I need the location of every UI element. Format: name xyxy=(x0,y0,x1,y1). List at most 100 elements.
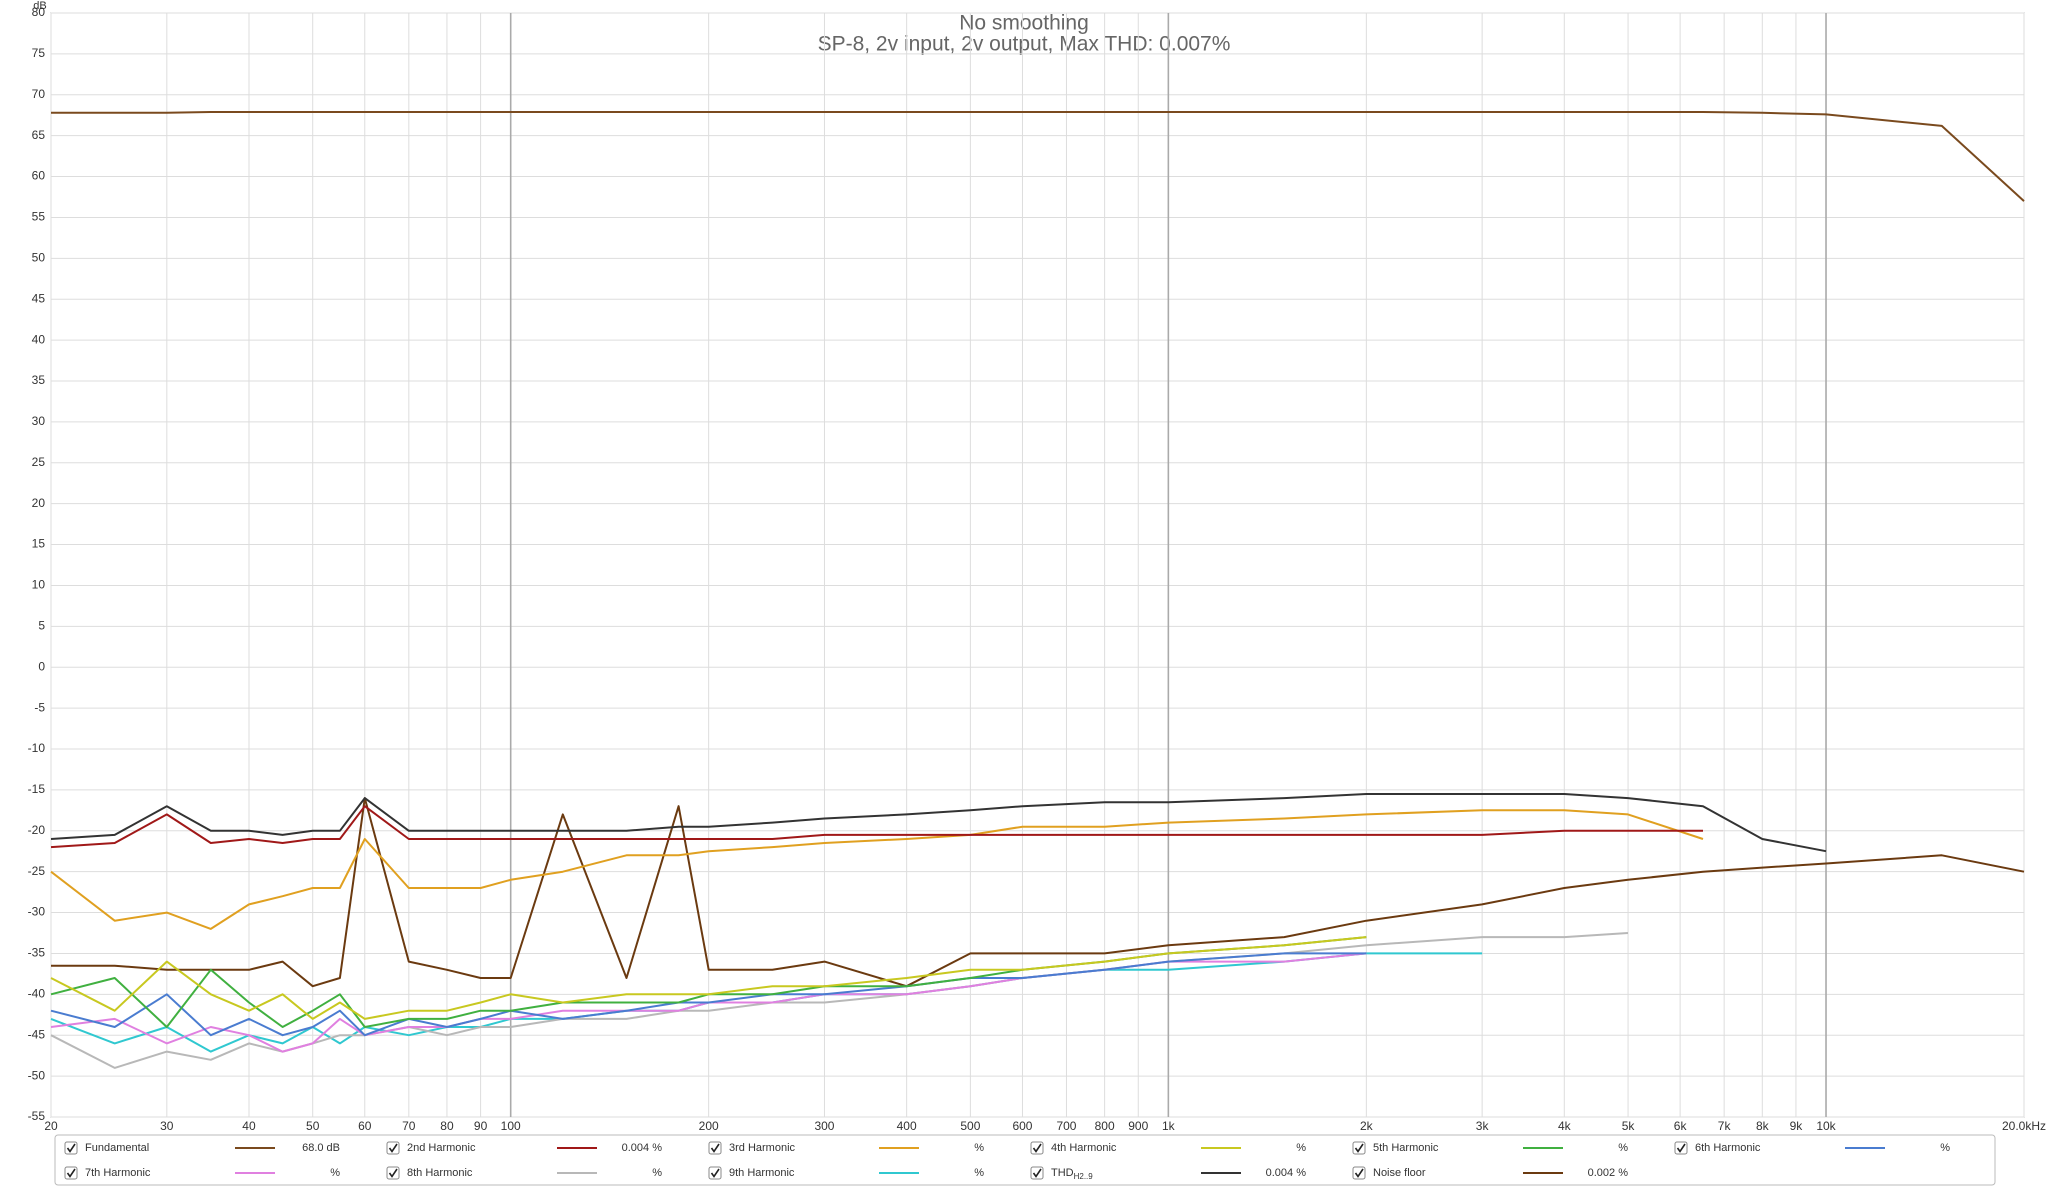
legend-value: % xyxy=(652,1167,662,1179)
x-tick-label: 90 xyxy=(474,1119,488,1133)
series-line xyxy=(51,111,2025,202)
checkmark xyxy=(1032,1168,1042,1178)
legend-checkbox[interactable] xyxy=(64,1141,78,1155)
x-tick-label: 3k xyxy=(1476,1119,1490,1133)
checkmark xyxy=(1676,1143,1686,1153)
legend-entry[interactable]: 7th Harmonic% xyxy=(64,1166,340,1180)
chart-title: No smoothing xyxy=(959,12,1089,35)
y-tick-label: -20 xyxy=(28,823,46,837)
y-tick-label: 65 xyxy=(32,128,46,142)
legend-value: 68.0 dB xyxy=(302,1142,340,1154)
x-tick-label: 200 xyxy=(699,1119,719,1133)
y-tick-label: 70 xyxy=(32,87,46,101)
legend-label: 5th Harmonic xyxy=(1373,1142,1439,1154)
y-tick-label: -40 xyxy=(28,987,46,1001)
checkmark xyxy=(388,1143,398,1153)
x-tick-label: 60 xyxy=(358,1119,372,1133)
y-tick-label: -25 xyxy=(28,864,46,878)
legend-label: 7th Harmonic xyxy=(85,1167,151,1179)
x-tick-label: 9k xyxy=(1790,1119,1804,1133)
legend-subscript: H2..9 xyxy=(1074,1172,1094,1181)
legend-checkbox[interactable] xyxy=(708,1141,722,1155)
legend-value: % xyxy=(1940,1142,1950,1154)
legend-label: 9th Harmonic xyxy=(729,1167,795,1179)
y-tick-label: 35 xyxy=(32,373,46,387)
x-tick-label: 5k xyxy=(1622,1119,1636,1133)
legend-checkbox[interactable] xyxy=(1674,1141,1688,1155)
legend-value: 0.004 % xyxy=(622,1142,663,1154)
x-tick-label: 100 xyxy=(501,1119,521,1133)
legend-checkbox[interactable] xyxy=(64,1166,78,1180)
y-tick-label: 5 xyxy=(38,619,45,633)
y-tick-label: 55 xyxy=(32,210,46,224)
legend-checkbox[interactable] xyxy=(1030,1141,1044,1155)
legend-checkbox[interactable] xyxy=(1352,1141,1366,1155)
series-line xyxy=(50,936,1367,1020)
legend-entry[interactable]: 5th Harmonic% xyxy=(1352,1141,1628,1155)
x-tick-label: 30 xyxy=(160,1119,174,1133)
x-tick-label: 70 xyxy=(402,1119,416,1133)
legend-label: 6th Harmonic xyxy=(1695,1142,1761,1154)
legend-value: % xyxy=(330,1167,340,1179)
x-tick-label: 4k xyxy=(1558,1119,1572,1133)
x-tick-label: 6k xyxy=(1674,1119,1688,1133)
checkmark xyxy=(710,1143,720,1153)
x-tick-label: 10k xyxy=(1816,1119,1836,1133)
legend-checkbox[interactable] xyxy=(1352,1166,1366,1180)
y-tick-label: -50 xyxy=(28,1068,46,1082)
legend-label: 3rd Harmonic xyxy=(729,1142,796,1154)
x-tick-label: 900 xyxy=(1128,1119,1148,1133)
series-line xyxy=(50,936,1367,1028)
x-tick-label: 80 xyxy=(440,1119,454,1133)
y-tick-label: 75 xyxy=(32,46,46,60)
x-tick-label: 50 xyxy=(306,1119,320,1133)
y-tick-label: 80 xyxy=(32,5,46,19)
series-line xyxy=(50,952,1367,1037)
y-tick-label: 45 xyxy=(32,291,46,305)
series-line xyxy=(50,793,1827,853)
x-tick-label: 20.0kHz xyxy=(2002,1119,2046,1133)
legend-entry[interactable]: 9th Harmonic% xyxy=(708,1166,984,1180)
y-tick-label: -15 xyxy=(28,782,46,796)
legend-entry[interactable]: 4th Harmonic% xyxy=(1030,1141,1306,1155)
legend-entry[interactable]: 6th Harmonic% xyxy=(1674,1141,1950,1155)
checkmark xyxy=(710,1168,720,1178)
legend-entry[interactable]: 2nd Harmonic 0.004 % xyxy=(386,1141,663,1155)
legend-entry[interactable]: Noise floor 0.002 % xyxy=(1352,1166,1628,1180)
checkmark xyxy=(66,1168,76,1178)
y-tick-label: -45 xyxy=(28,1027,46,1041)
x-tick-label: 1k xyxy=(1162,1119,1176,1133)
checkmark xyxy=(1032,1143,1042,1153)
legend-label: 2nd Harmonic xyxy=(407,1142,476,1154)
legend-checkbox[interactable] xyxy=(1030,1166,1044,1180)
legend-box xyxy=(54,1134,1996,1186)
legend-checkbox[interactable] xyxy=(386,1166,400,1180)
legend-label: 4th Harmonic xyxy=(1051,1142,1117,1154)
y-tick-label: 0 xyxy=(38,659,45,673)
legend-value: % xyxy=(974,1167,984,1179)
y-tick-label: -10 xyxy=(28,741,46,755)
legend-checkbox[interactable] xyxy=(386,1141,400,1155)
x-tick-label: 7k xyxy=(1718,1119,1732,1133)
legend-checkbox[interactable] xyxy=(708,1166,722,1180)
y-tick-label: 20 xyxy=(32,496,46,510)
legend-entry[interactable]: 8th Harmonic% xyxy=(386,1166,662,1180)
checkmark xyxy=(1354,1143,1364,1153)
y-tick-label: 40 xyxy=(32,332,46,346)
y-tick-label: 30 xyxy=(32,414,46,428)
legend-value: 0.004 % xyxy=(1266,1167,1307,1179)
y-tick-label: 15 xyxy=(32,537,46,551)
x-tick-label: 700 xyxy=(1056,1119,1076,1133)
y-tick-label: -5 xyxy=(34,700,45,714)
legend-value: % xyxy=(1296,1142,1306,1154)
legend-entry[interactable]: 3rd Harmonic% xyxy=(708,1141,984,1155)
x-tick-label: 800 xyxy=(1095,1119,1115,1133)
x-tick-label: 500 xyxy=(960,1119,980,1133)
series-line xyxy=(50,805,1703,849)
legend-entry[interactable]: Fundamental 68.0 dB xyxy=(64,1141,340,1155)
x-tick-label: 2k xyxy=(1360,1119,1374,1133)
checkmark xyxy=(1354,1168,1364,1178)
checkmark xyxy=(66,1143,76,1153)
y-axis-unit: dB xyxy=(33,0,46,12)
